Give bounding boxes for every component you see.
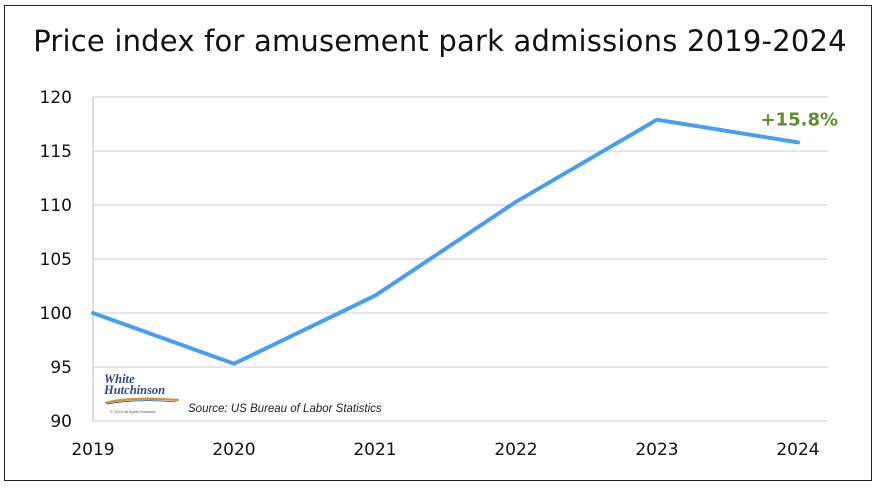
logo-copyright: © 2023 all rights reserved bbox=[110, 409, 156, 414]
x-tick-label: 2023 bbox=[635, 440, 678, 460]
logo-swoosh-icon bbox=[104, 397, 180, 405]
white-hutchinson-logo: White Hutchinson © 2023 all rights reser… bbox=[104, 372, 184, 418]
y-tick-label: 95 bbox=[50, 358, 72, 378]
logo-line-1: White bbox=[104, 372, 135, 386]
source-note: Source: US Bureau of Labor Statistics bbox=[188, 403, 382, 415]
chart-frame bbox=[4, 5, 872, 481]
y-tick-label: 100 bbox=[40, 304, 72, 324]
chart-title: Price index for amusement park admission… bbox=[33, 24, 847, 58]
y-tick-label: 105 bbox=[40, 250, 72, 270]
y-tick-label: 120 bbox=[40, 88, 72, 108]
y-tick-label: 90 bbox=[50, 412, 72, 432]
x-tick-labels: 2019 2020 2021 2022 2023 2024 bbox=[71, 440, 819, 460]
y-tick-label: 110 bbox=[40, 196, 72, 216]
change-annotation: +15.8% bbox=[760, 109, 838, 130]
gridlines bbox=[93, 96, 828, 422]
x-tick-label: 2021 bbox=[353, 440, 396, 460]
x-tick-label: 2024 bbox=[776, 440, 819, 460]
y-tick-labels: 90 95 100 105 110 115 120 bbox=[40, 88, 72, 432]
x-tick-label: 2022 bbox=[494, 440, 537, 460]
x-tick-label: 2019 bbox=[71, 440, 114, 460]
x-tick-label: 2020 bbox=[212, 440, 255, 460]
logo-line-2: Hutchinson bbox=[104, 383, 166, 397]
series-line bbox=[91, 117, 800, 366]
y-tick-label: 115 bbox=[40, 142, 72, 162]
